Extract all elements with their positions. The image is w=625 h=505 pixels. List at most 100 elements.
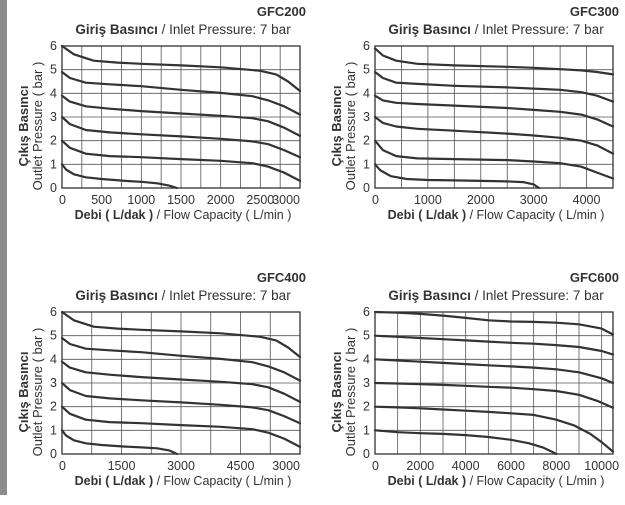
x-tick-label: 10000 — [584, 459, 619, 473]
y-tick-label: 3 — [363, 110, 370, 124]
y-tick-label: 2 — [50, 134, 57, 148]
chart-title: GFC200 — [256, 4, 306, 19]
x-tick-label: 2000 — [467, 193, 495, 207]
x-tick-label: 1500 — [167, 193, 195, 207]
pressure-curve-4 — [373, 94, 615, 128]
y-tick-label: 4 — [50, 86, 57, 100]
y-tick-label: 2 — [363, 400, 370, 414]
pressure-curve-5 — [373, 334, 615, 356]
chart-title: GFC400 — [256, 270, 306, 285]
y-tick-label: 2 — [363, 134, 370, 148]
x-tick-label: 2500 — [246, 193, 274, 207]
pressure-curve-3 — [373, 115, 615, 155]
y-tick-label: 0 — [363, 447, 370, 461]
pressure-curve-6 — [373, 47, 615, 76]
x-tick-label: 1500 — [108, 459, 136, 473]
pressure-curve-2 — [60, 405, 302, 448]
y-tick-label: 4 — [50, 352, 57, 366]
chart-panel-gfc600: GFC600 Giriş Basıncı / Inlet Pressure: 7 … — [323, 270, 623, 505]
x-tick-label: 4000 — [452, 459, 480, 473]
pressure-curve-1 — [60, 429, 179, 456]
x-axis-label: Debi ( L/dak ) / Flow Capacity ( L/min ) — [369, 208, 623, 222]
x-tick-label: 2000 — [406, 459, 434, 473]
inlet-pressure-label-tr: Giriş Basıncı — [388, 288, 471, 303]
inlet-pressure-separator: / — [470, 288, 483, 303]
y-tick-label: 0 — [363, 181, 370, 195]
y-tick-label: 3 — [50, 110, 57, 124]
y-tick-label: 5 — [363, 329, 370, 343]
pressure-curve-5 — [60, 336, 302, 382]
pressure-curve-1 — [373, 429, 558, 456]
y-tick-label: 6 — [363, 305, 370, 319]
chart-title: GFC300 — [569, 4, 619, 19]
x-tick-label: 0 — [372, 193, 379, 207]
x-tick-label: 2000 — [207, 193, 235, 207]
chart-panel-gfc300: GFC300 Giriş Basıncı / Inlet Pressure: 7 … — [323, 4, 623, 239]
left-edge-strip — [0, 0, 7, 495]
y-tick-label: 3 — [50, 376, 57, 390]
x-tick-label: 3000 — [167, 459, 195, 473]
x-axis-label-en: Flow Capacity ( L/min ) — [476, 474, 605, 488]
inlet-pressure-separator: / — [470, 22, 483, 37]
pressure-curve-3 — [373, 381, 615, 409]
pressure-curve-6 — [60, 310, 302, 359]
y-tick-label: 6 — [363, 39, 370, 53]
y-tick-label: 3 — [363, 376, 370, 390]
x-axis-label-separator: / — [153, 208, 164, 222]
x-tick-label: 0 — [59, 193, 66, 207]
pressure-curve-4 — [60, 94, 302, 137]
chart-subtitle: Giriş Basıncı / Inlet Pressure: 7 bar — [60, 22, 306, 37]
chart-plot-area: 0 1 2 3 4 5 6 0 1500 3000 4500 3000 — [50, 305, 302, 473]
x-axis-label-separator: / — [466, 208, 477, 222]
x-axis-label: Debi ( L/dak ) / Flow Capacity ( L/min ) — [369, 474, 623, 488]
y-tick-label: 5 — [50, 63, 57, 77]
pressure-curve-3 — [60, 381, 302, 425]
x-axis-label-en: Flow Capacity ( L/min ) — [476, 208, 605, 222]
x-tick-label: 3000 — [520, 193, 548, 207]
pressure-curve-3 — [60, 115, 302, 159]
inlet-pressure-label-en: Inlet Pressure: 7 bar — [482, 22, 604, 37]
x-tick-label: 1000 — [414, 193, 442, 207]
x-tick-label: 0 — [59, 459, 66, 473]
x-axis-label-separator: / — [466, 474, 477, 488]
inlet-pressure-label-tr: Giriş Basıncı — [388, 22, 471, 37]
chart-title: GFC600 — [569, 270, 619, 285]
pressure-curve-4 — [60, 360, 302, 403]
x-axis-label: Debi ( L/dak ) / Flow Capacity ( L/min ) — [56, 208, 310, 222]
inlet-pressure-separator: / — [157, 288, 170, 303]
y-tick-label: 4 — [363, 352, 370, 366]
inlet-pressure-label-tr: Giriş Basıncı — [75, 288, 158, 303]
x-tick-label: 3000 — [272, 459, 300, 473]
y-tick-label: 1 — [50, 157, 57, 171]
pressure-curve-6 — [373, 310, 615, 336]
chart-plot-area: 0 1 2 3 4 5 6 0 1000 2000 3000 4000 — [363, 39, 615, 207]
pressure-curve-2 — [373, 405, 615, 453]
x-axis-label-en: Flow Capacity ( L/min ) — [163, 474, 292, 488]
pressure-curve-1 — [373, 163, 541, 190]
x-tick-label: 500 — [91, 193, 112, 207]
x-axis-label: Debi ( L/dak ) / Flow Capacity ( L/min ) — [56, 474, 310, 488]
x-tick-label: 6000 — [497, 459, 525, 473]
y-tick-label: 6 — [50, 39, 57, 53]
y-tick-label: 1 — [50, 423, 57, 437]
y-tick-label: 5 — [363, 63, 370, 77]
x-tick-label: 4000 — [573, 193, 601, 207]
pressure-curve-5 — [373, 70, 615, 103]
inlet-pressure-separator: / — [157, 22, 170, 37]
chart-subtitle: Giriş Basıncı / Inlet Pressure: 7 bar — [373, 22, 619, 37]
pressure-curve-2 — [373, 139, 615, 180]
chart-panel-gfc400: GFC400 Giriş Basıncı / Inlet Pressure: 7 … — [10, 270, 310, 505]
pressure-curve-4 — [373, 358, 615, 385]
x-axis-label-en: Flow Capacity ( L/min ) — [163, 208, 292, 222]
x-tick-label: 3000 — [272, 193, 300, 207]
x-tick-label: 1000 — [127, 193, 155, 207]
y-tick-label: 0 — [50, 447, 57, 461]
chart-plot-area: 0 1 2 3 4 5 6 0 2000 4000 6000 8000 10000 — [363, 305, 619, 473]
y-tick-label: 2 — [50, 400, 57, 414]
y-tick-label: 0 — [50, 181, 57, 195]
x-tick-label: 4500 — [227, 459, 255, 473]
y-tick-label: 5 — [50, 329, 57, 343]
inlet-pressure-label-tr: Giriş Basıncı — [75, 22, 158, 37]
y-tick-label: 6 — [50, 305, 57, 319]
